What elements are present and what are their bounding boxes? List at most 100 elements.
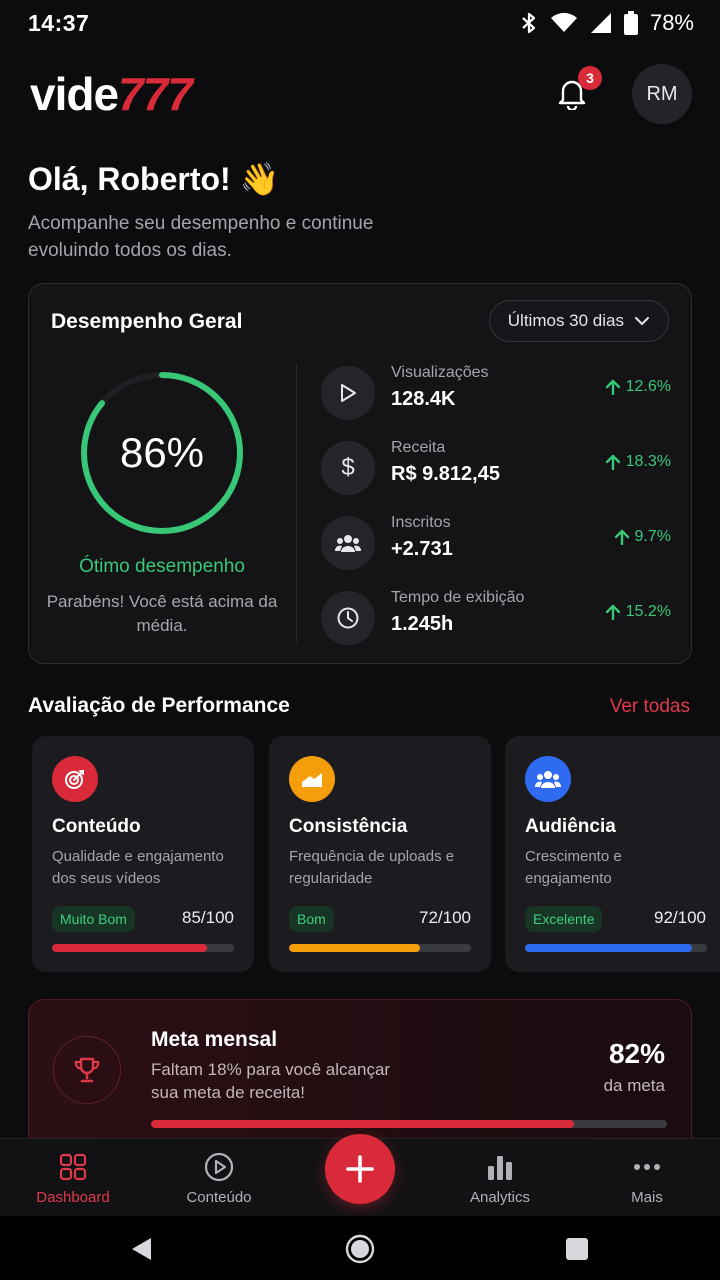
- target-icon: [52, 756, 98, 802]
- metric-label: Receita: [391, 439, 446, 456]
- nav-label: Analytics: [469, 1189, 531, 1206]
- metric-value: R$ 9.812,45: [391, 463, 500, 485]
- metric-change-value: 15.2%: [625, 603, 671, 620]
- eval-card-audience[interactable]: Audiência Crescimento e engajamento Exce…: [505, 736, 720, 972]
- metric-change-value: 9.7%: [634, 528, 671, 545]
- eval-progress-track: [52, 944, 234, 952]
- nav-dashboard[interactable]: Dashboard: [13, 1151, 133, 1206]
- recents-icon[interactable]: [560, 1232, 594, 1266]
- eval-card-title: Audiência: [525, 816, 616, 837]
- status-icons: 78%: [520, 10, 694, 36]
- logo-accent: 777: [118, 68, 193, 120]
- period-select[interactable]: Últimos 30 dias: [488, 300, 669, 342]
- goal-percent-label: da meta: [603, 1076, 665, 1095]
- greeting-subtitle: Acompanhe seu desempenho e continue evol…: [28, 213, 374, 261]
- metric-watch-time[interactable]: Tempo de exibição 1.245h 15.2%: [321, 589, 671, 645]
- performance-score: 86%: [119, 429, 205, 476]
- eval-progress-track: [289, 944, 471, 952]
- performance-status: Ótimo desempenho: [79, 556, 245, 577]
- metric-change: 9.7%: [614, 528, 671, 546]
- home-icon[interactable]: [343, 1232, 377, 1266]
- metric-change-value: 18.3%: [625, 453, 671, 470]
- trophy-icon: [53, 1036, 121, 1104]
- nav-content[interactable]: Conteúdo: [159, 1151, 279, 1206]
- goal-progress-track: [151, 1120, 667, 1128]
- goal-description: Faltam 18% para você alcançar sua meta d…: [151, 1060, 391, 1102]
- metric-views[interactable]: Visualizações 128.4K 12.6%: [321, 364, 671, 420]
- status-time: 14:37: [28, 9, 90, 36]
- users-icon: [321, 516, 375, 570]
- arrow-up-icon: [605, 454, 620, 470]
- signal-icon: [590, 12, 612, 34]
- eval-score: 72/100: [419, 908, 471, 927]
- app-logo[interactable]: vide777: [30, 68, 193, 120]
- greeting-title: Olá, Roberto! 👋: [28, 161, 280, 197]
- eval-score: 85/100: [182, 908, 234, 927]
- metric-label: Inscritos: [391, 514, 451, 531]
- arrow-up-icon: [605, 604, 620, 620]
- performance-description: Parabéns! Você está acima da média.: [46, 592, 278, 635]
- dollar-icon: $: [321, 441, 375, 495]
- eval-progress-fill: [289, 944, 421, 952]
- eval-card-content[interactable]: Conteúdo Qualidade e engajamento dos seu…: [32, 736, 254, 972]
- nav-analytics[interactable]: Analytics: [440, 1151, 560, 1206]
- bluetooth-icon: [520, 11, 538, 35]
- back-icon[interactable]: [124, 1232, 158, 1266]
- eval-card-description: Frequência de uploads e regularidade: [289, 848, 455, 887]
- metric-change: 18.3%: [605, 453, 671, 471]
- eval-card-description: Crescimento e engajamento: [525, 848, 622, 887]
- header-actions: 3 RM: [552, 64, 692, 124]
- see-all-link[interactable]: Ver todas: [609, 696, 690, 717]
- greeting: Olá, Roberto! 👋 Acompanhe seu desempenho…: [28, 160, 688, 264]
- play-icon: [321, 366, 375, 420]
- battery-icon: [623, 11, 638, 35]
- eval-progress-fill: [52, 944, 207, 952]
- metric-change: 15.2%: [605, 603, 671, 621]
- eval-score: 92/100: [654, 908, 706, 927]
- metric-label: Tempo de exibição: [391, 589, 525, 606]
- metric-value: +2.731: [391, 538, 453, 560]
- metric-revenue[interactable]: $ Receita R$ 9.812,45 18.3%: [321, 439, 671, 495]
- metric-label: Visualizações: [391, 364, 489, 381]
- chevron-down-icon: [635, 317, 649, 326]
- eval-badge: Bom: [289, 906, 334, 932]
- wifi-icon: [550, 12, 578, 34]
- chart-icon: [289, 756, 335, 802]
- nav-label: Conteúdo: [186, 1189, 252, 1206]
- nav-label: Dashboard: [36, 1189, 110, 1206]
- system-nav-bar: [0, 1216, 720, 1280]
- period-select-value: Últimos 30 dias: [507, 311, 624, 330]
- play-circle-icon: [159, 1151, 279, 1183]
- create-button[interactable]: [325, 1134, 395, 1204]
- performance-card: Desempenho Geral Últimos 30 dias 86% Óti…: [28, 283, 692, 664]
- eval-progress-fill: [525, 944, 693, 952]
- arrow-up-icon: [614, 529, 629, 545]
- avatar[interactable]: RM: [632, 64, 692, 124]
- status-bar: 14:37 78%: [0, 0, 720, 46]
- notifications-button[interactable]: 3: [552, 66, 602, 114]
- metric-change-value: 12.6%: [625, 378, 671, 395]
- metric-change: 12.6%: [605, 378, 671, 396]
- goal-percent: 82%: [608, 1038, 665, 1069]
- evaluation-title: Avaliação de Performance: [28, 694, 290, 717]
- eval-card-title: Consistência: [289, 816, 408, 837]
- goal-title: Meta mensal: [151, 1028, 278, 1051]
- clock-icon: [321, 591, 375, 645]
- audience-icon: [525, 756, 571, 802]
- battery-level: 78%: [649, 10, 694, 35]
- performance-ring-fill: [81, 372, 243, 534]
- plus-icon: [346, 1155, 374, 1183]
- eval-card-consistency[interactable]: Consistência Frequência de uploads e reg…: [269, 736, 491, 972]
- metric-subscribers[interactable]: Inscritos +2.731 9.7%: [321, 514, 671, 570]
- bar-chart-icon: [440, 1151, 560, 1183]
- app-header: vide777 3 RM: [0, 62, 720, 126]
- eval-card-title: Conteúdo: [52, 816, 141, 837]
- nav-more[interactable]: Mais: [587, 1151, 707, 1206]
- eval-badge: Excelente: [525, 906, 603, 932]
- performance-ring: 86%: [79, 370, 245, 536]
- notification-badge: 3: [578, 66, 602, 90]
- arrow-up-icon: [605, 379, 620, 395]
- eval-progress-track: [525, 944, 707, 952]
- more-icon: [587, 1151, 707, 1183]
- logo-main: vide: [30, 68, 119, 120]
